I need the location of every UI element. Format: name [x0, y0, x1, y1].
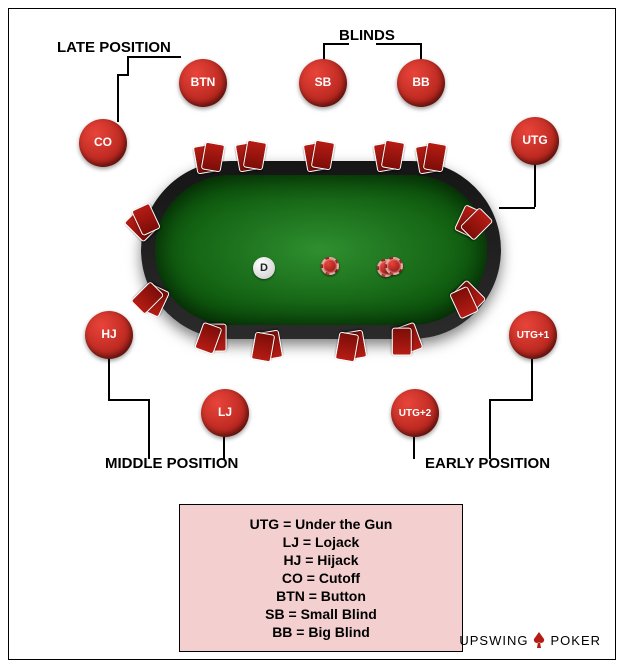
hole-cards — [305, 141, 333, 177]
card-icon — [243, 139, 268, 170]
seat-btn: BTN — [179, 59, 227, 107]
seat-utg1: UTG+1 — [509, 311, 557, 359]
card-icon — [201, 141, 226, 172]
seat-co: CO — [79, 119, 127, 167]
legend-line: BB = Big Blind — [272, 624, 370, 640]
legend-line: LJ = Lojack — [283, 534, 360, 550]
seat-lj-label: LJ — [218, 406, 232, 419]
seat-hj-label: HJ — [101, 328, 116, 341]
connector-segment — [323, 43, 349, 45]
card-icon — [423, 141, 448, 172]
seat-utg2-label: UTG+2 — [399, 408, 432, 419]
hole-cards — [237, 141, 265, 177]
legend-line: BTN = Button — [276, 588, 366, 604]
seat-co-label: CO — [94, 136, 112, 149]
label-early-position: EARLY POSITION — [425, 455, 550, 472]
connector-segment — [376, 43, 422, 45]
table-felt: D — [155, 175, 487, 325]
brand-logo: UPSWING POKER — [459, 631, 601, 649]
connector-segment — [108, 399, 148, 401]
seat-utg: UTG — [511, 117, 559, 165]
hole-cards — [388, 317, 422, 357]
connector-segment — [108, 359, 110, 399]
poker-chip-icon — [321, 257, 339, 275]
seat-lj: LJ — [201, 389, 249, 437]
legend-line: CO = Cutoff — [282, 570, 360, 586]
connector-segment — [413, 437, 415, 459]
dealer-button: D — [253, 257, 275, 279]
hole-cards — [375, 141, 403, 177]
hole-cards — [196, 315, 230, 355]
hole-cards — [253, 325, 281, 361]
diagram-frame: LATE POSITION BLINDS MIDDLE POSITION EAR… — [8, 8, 616, 660]
connector-segment — [127, 56, 129, 74]
table-rail: D — [141, 161, 501, 339]
connector-segment — [117, 74, 119, 122]
connector-segment — [148, 399, 150, 459]
seat-bb-label: BB — [412, 76, 429, 89]
seat-btn-label: BTN — [191, 76, 216, 89]
connector-segment — [489, 399, 533, 401]
hole-cards — [195, 143, 223, 179]
seat-hj: HJ — [85, 311, 133, 359]
seat-utg-label: UTG — [522, 134, 547, 147]
connector-segment — [489, 399, 491, 459]
hole-cards — [417, 143, 445, 179]
legend-line: UTG = Under the Gun — [250, 516, 393, 532]
seat-utg1-label: UTG+1 — [517, 330, 550, 341]
connector-segment — [223, 437, 225, 459]
hole-cards — [337, 325, 365, 361]
connector-segment — [531, 359, 533, 401]
connector-segment — [499, 207, 535, 209]
seat-sb: SB — [299, 59, 347, 107]
legend-box: UTG = Under the Gun LJ = Lojack HJ = Hij… — [179, 504, 463, 652]
card-icon — [311, 139, 336, 170]
brand-left: UPSWING — [459, 633, 528, 648]
card-icon — [381, 139, 406, 170]
brand-right: POKER — [550, 633, 601, 648]
connector-segment — [534, 165, 536, 207]
connector-segment — [127, 56, 181, 58]
label-blinds: BLINDS — [339, 27, 395, 44]
poker-table: D — [141, 161, 501, 339]
seat-bb: BB — [397, 59, 445, 107]
seat-sb-label: SB — [315, 76, 332, 89]
legend-line: HJ = Hijack — [283, 552, 358, 568]
dealer-button-label: D — [260, 262, 268, 274]
label-late-position: LATE POSITION — [57, 39, 171, 56]
legend-line: SB = Small Blind — [265, 606, 377, 622]
card-icon — [392, 328, 412, 356]
poker-chip-icon — [385, 257, 403, 275]
spade-icon — [532, 631, 546, 649]
seat-utg2: UTG+2 — [391, 389, 439, 437]
label-middle-position: MIDDLE POSITION — [105, 455, 238, 472]
